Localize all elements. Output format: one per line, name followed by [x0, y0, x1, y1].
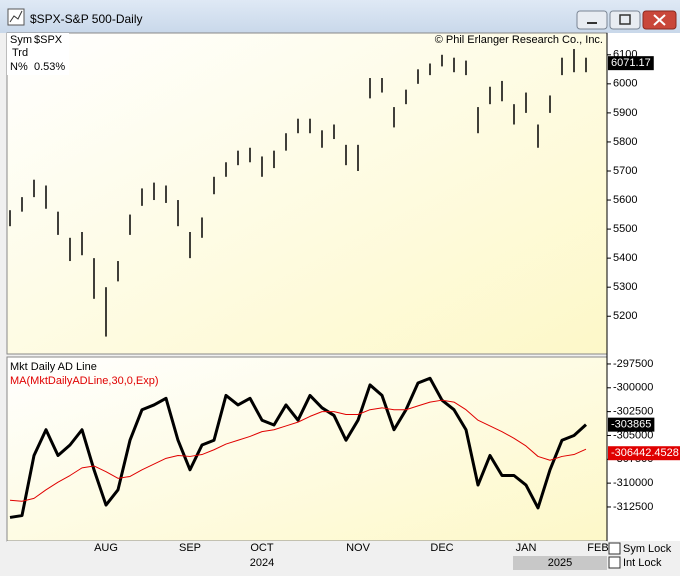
int-lock-label[interactable]: Int Lock [623, 557, 662, 569]
x-tick-label: JAN [516, 542, 537, 554]
last-value-tag: -303865 [611, 419, 651, 431]
month-axis [7, 541, 607, 556]
maximize-button[interactable] [609, 10, 641, 30]
y-tick-label: 5600 [613, 194, 637, 206]
maximize-glyph [619, 14, 631, 25]
sym-lock-label[interactable]: Sym Lock [623, 543, 672, 555]
x-tick-label: AUG [94, 542, 118, 554]
x-tick-label: FEB [587, 542, 608, 554]
y-tick-label: 5200 [613, 310, 637, 322]
copyright: © Phil Erlanger Research Co., Inc. [435, 34, 603, 46]
y-tick-label: -312500 [613, 501, 653, 513]
x-tick-label: OCT [250, 542, 274, 554]
year-label: 2025 [548, 557, 572, 569]
legend-ma: MA(MktDailyADLine,30,0,Exp) [10, 375, 159, 387]
y-tick-label: 5300 [613, 281, 637, 293]
last-value-tag-box [608, 417, 655, 432]
legend-ad: Mkt Daily AD Line [10, 361, 97, 373]
window-title: $SPX-S&P 500-Daily [30, 12, 143, 26]
last-price-tag: 6071.17 [611, 57, 651, 69]
n-value: 0.53% [34, 61, 65, 73]
y-tick-label: -305000 [613, 429, 653, 441]
ad-panel [6, 356, 608, 542]
ad-line [9, 376, 588, 519]
y-tick-label: -297500 [613, 358, 653, 370]
year-label: 2024 [250, 557, 274, 569]
ma-line [9, 399, 587, 502]
y-tick-label: 5500 [613, 223, 637, 235]
info-box [7, 33, 69, 75]
minimize-button[interactable] [576, 10, 608, 30]
checkbox[interactable] [608, 556, 621, 569]
y-tick-label: -310000 [613, 477, 653, 489]
x-tick-label: NOV [346, 542, 371, 554]
x-tick-label: SEP [179, 542, 201, 554]
price-panel [6, 32, 608, 355]
trd-label: Trd [12, 47, 28, 59]
y-tick-label: 6000 [613, 78, 637, 90]
checkbox[interactable] [608, 542, 621, 555]
y-tick-label: 5900 [613, 107, 637, 119]
y-tick-label: 5700 [613, 165, 637, 177]
last-price-tag-box [608, 56, 654, 71]
app-icon-glyph [9, 10, 23, 23]
sym-label: Sym [10, 34, 32, 46]
title-bar [0, 0, 680, 33]
y-tick-label: -302500 [613, 406, 653, 418]
year-band [513, 556, 607, 570]
y-tick-label: 5400 [613, 252, 637, 264]
y-tick-label: -300000 [613, 382, 653, 394]
y-tick-label: 5800 [613, 136, 637, 148]
last-value-tag-box [608, 446, 680, 461]
close-glyph [653, 14, 666, 26]
last-value-tag: -306442.4528 [611, 447, 679, 459]
x-tick-label: DEC [430, 542, 453, 554]
symbol: $SPX [34, 34, 63, 46]
n-label: N% [10, 61, 28, 73]
